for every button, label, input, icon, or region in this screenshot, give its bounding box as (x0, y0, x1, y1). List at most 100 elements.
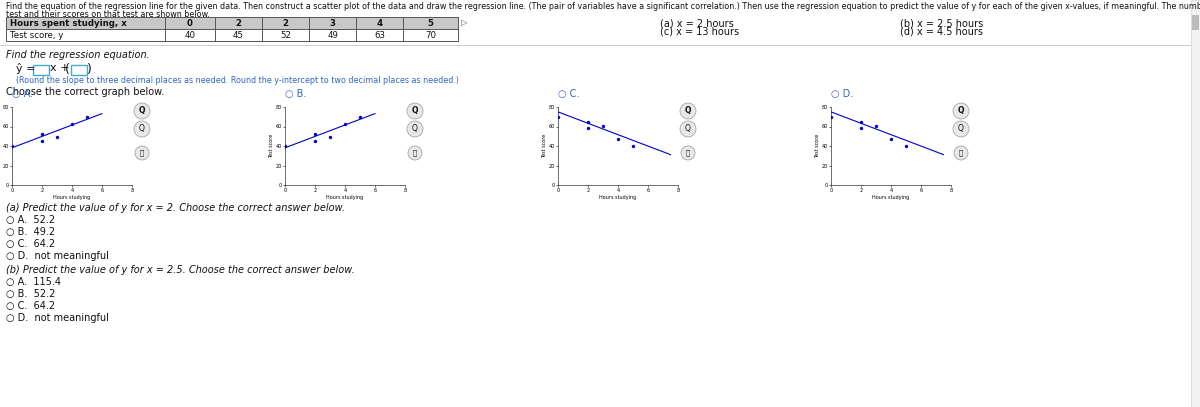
Text: ⤢: ⤢ (959, 150, 964, 156)
Y-axis label: Test score: Test score (542, 134, 547, 158)
Point (881, 136, 900, 142)
Text: 49: 49 (328, 31, 338, 39)
Text: ▷: ▷ (461, 18, 468, 28)
X-axis label: Hours studying: Hours studying (599, 195, 637, 200)
Text: 40: 40 (185, 31, 196, 39)
Text: Q: Q (412, 107, 419, 116)
Text: 5: 5 (427, 18, 433, 28)
Circle shape (953, 103, 970, 119)
Text: (b) x = 2.5 hours: (b) x = 2.5 hours (900, 19, 983, 29)
Bar (1192, 15, 1199, 30)
Point (350, 114, 370, 120)
X-axis label: Hours studying: Hours studying (53, 195, 91, 200)
Text: Q: Q (958, 125, 964, 133)
Text: 2: 2 (282, 18, 288, 28)
Text: Q: Q (685, 107, 691, 116)
Text: ○ A.  115.4: ○ A. 115.4 (6, 277, 61, 287)
Text: (d) x = 4.5 hours: (d) x = 4.5 hours (900, 27, 983, 37)
Text: 3: 3 (330, 18, 336, 28)
Point (548, 114, 568, 120)
Text: 63: 63 (374, 31, 385, 39)
Text: ○ A.  52.2: ○ A. 52.2 (6, 215, 55, 225)
Circle shape (134, 103, 150, 119)
Point (32, 138, 52, 144)
Bar (34, 65, 49, 75)
Text: Q: Q (412, 125, 418, 133)
Text: (a) Predict the value of y for x = 2. Choose the correct answer below.: (a) Predict the value of y for x = 2. Ch… (6, 203, 346, 213)
X-axis label: Hours studying: Hours studying (326, 195, 364, 200)
Text: (Round the slope to three decimal places as needed. Round the y-intercept to two: (Round the slope to three decimal places… (16, 76, 458, 85)
Text: x +: x + (50, 63, 70, 73)
Point (276, 143, 295, 149)
Circle shape (407, 103, 424, 119)
Text: (a) x = 2 hours: (a) x = 2 hours (660, 19, 733, 29)
Text: 52: 52 (280, 31, 292, 39)
Text: (: ( (65, 63, 70, 76)
Point (594, 122, 613, 129)
Text: 2: 2 (235, 18, 241, 28)
Text: ): ) (88, 63, 92, 76)
Point (821, 114, 840, 120)
Point (608, 136, 628, 142)
Circle shape (682, 146, 695, 160)
X-axis label: Hours studying: Hours studying (872, 195, 910, 200)
Text: Hours spent studying, x: Hours spent studying, x (10, 18, 127, 28)
Point (578, 118, 598, 125)
Circle shape (407, 121, 424, 137)
Text: Q: Q (139, 125, 145, 133)
Y-axis label: Test score: Test score (815, 134, 820, 158)
Text: (c) x = 13 hours: (c) x = 13 hours (660, 27, 739, 37)
Text: Q: Q (685, 125, 691, 133)
Point (305, 131, 324, 138)
Text: ○ C.: ○ C. (558, 89, 580, 99)
Text: ○ C.  64.2: ○ C. 64.2 (6, 239, 55, 249)
Circle shape (680, 103, 696, 119)
Point (32, 131, 52, 138)
Text: ○ D.  not meaningful: ○ D. not meaningful (6, 313, 109, 323)
Text: ○ B.  49.2: ○ B. 49.2 (6, 227, 55, 237)
Bar (1190, 0, 1200, 407)
Text: Test score, y: Test score, y (10, 31, 64, 39)
Point (62, 120, 82, 127)
Text: 0: 0 (187, 18, 193, 28)
Bar (6, 17, 458, 41)
Point (866, 122, 886, 129)
Text: ŷ =: ŷ = (16, 63, 36, 74)
Text: ○ B.  52.2: ○ B. 52.2 (6, 289, 55, 299)
Text: ○ D.: ○ D. (830, 89, 853, 99)
Text: ○ C.  64.2: ○ C. 64.2 (6, 301, 55, 311)
Text: Find the regression equation.: Find the regression equation. (6, 50, 150, 60)
Circle shape (680, 121, 696, 137)
Text: 70: 70 (425, 31, 436, 39)
Circle shape (134, 121, 150, 137)
Text: Q: Q (958, 107, 965, 116)
Point (852, 118, 871, 125)
Bar (6, 29, 458, 41)
Point (578, 125, 598, 132)
Circle shape (408, 146, 422, 160)
Point (896, 143, 916, 149)
Text: 4: 4 (377, 18, 383, 28)
Text: (b) Predict the value of y for x = 2.5. Choose the correct answer below.: (b) Predict the value of y for x = 2.5. … (6, 265, 355, 275)
Text: ○ D.  not meaningful: ○ D. not meaningful (6, 251, 109, 261)
Bar (71, 65, 88, 75)
Point (336, 120, 355, 127)
Y-axis label: Test score: Test score (269, 134, 274, 158)
Point (48, 134, 67, 140)
Text: Find the equation of the regression line for the given data. Then construct a sc: Find the equation of the regression line… (6, 2, 1200, 11)
Text: ⤢: ⤢ (686, 150, 690, 156)
Point (77, 114, 97, 120)
Point (320, 134, 340, 140)
Text: test and their scores on that test are shown below.: test and their scores on that test are s… (6, 10, 210, 19)
Text: ⤢: ⤢ (140, 150, 144, 156)
Text: 45: 45 (233, 31, 244, 39)
Circle shape (134, 146, 149, 160)
Point (2, 143, 22, 149)
Point (852, 125, 871, 132)
Circle shape (953, 121, 970, 137)
Text: Choose the correct graph below.: Choose the correct graph below. (6, 87, 164, 97)
Text: ○ B.: ○ B. (286, 89, 306, 99)
Point (624, 143, 643, 149)
Circle shape (954, 146, 968, 160)
Bar (6, 17, 458, 29)
